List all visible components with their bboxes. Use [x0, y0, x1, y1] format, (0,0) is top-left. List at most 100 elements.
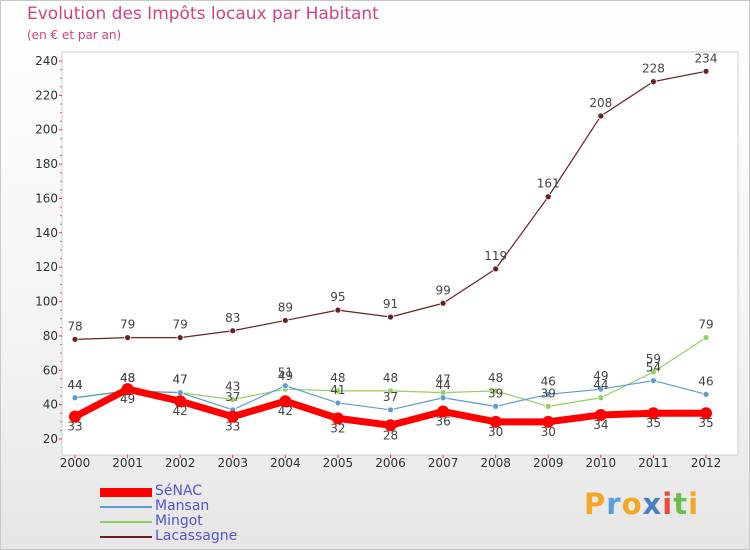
data-point-sénac: [594, 408, 607, 421]
data-point-sénac: [121, 383, 134, 396]
logo-letter: i: [662, 487, 674, 521]
data-point-mansan: [650, 377, 657, 384]
data-label-mingot: 43: [225, 379, 240, 393]
data-label-mingot: 59: [646, 352, 661, 366]
x-tick-label: 2006: [375, 456, 406, 470]
data-label-mansan: 54: [646, 361, 661, 375]
data-label-mansan: 46: [541, 374, 556, 388]
data-label-mingot: 79: [698, 318, 713, 332]
data-point-mansan: [702, 390, 710, 398]
data-label-lacassagne: 208: [589, 96, 612, 110]
data-label-sénac: 35: [646, 416, 661, 430]
data-label-mingot: 48: [120, 371, 135, 385]
legend-swatch: [100, 536, 152, 538]
data-point-lacassagne: [387, 313, 394, 321]
logo-letter: x: [642, 487, 663, 521]
data-label-sénac: 28: [383, 428, 398, 442]
data-point-mingot: [650, 368, 657, 376]
data-point-sénac: [542, 415, 555, 428]
data-label-lacassagne: 78: [67, 319, 82, 333]
x-tick-label: 2012: [691, 456, 722, 470]
x-tick-label: 2001: [112, 456, 143, 470]
data-label-mingot: 39: [541, 386, 556, 400]
data-point-lacassagne: [597, 112, 605, 120]
legend-label: Mingot: [155, 513, 203, 529]
data-label-mansan: 48: [120, 371, 135, 385]
data-point-sénac: [437, 405, 450, 418]
data-label-mingot: 48: [383, 371, 398, 385]
data-point-lacassagne: [71, 335, 79, 343]
data-label-mansan: 46: [698, 374, 713, 388]
x-tick-label: 2010: [586, 456, 617, 470]
data-label-mingot: 47: [435, 373, 450, 387]
y-tick-label: 240: [35, 54, 58, 68]
data-label-mansan: 37: [225, 390, 240, 404]
data-label-lacassagne: 91: [383, 297, 398, 311]
data-label-sénac: 34: [593, 418, 608, 432]
data-label-mingot: 47: [173, 373, 188, 387]
data-point-sénac: [331, 412, 344, 425]
data-point-lacassagne: [334, 306, 342, 314]
logo-letter: P: [584, 487, 607, 521]
y-tick-label: 80: [43, 329, 58, 343]
data-point-lacassagne: [492, 265, 500, 273]
data-label-lacassagne: 119: [484, 249, 507, 263]
data-point-mansan: [176, 389, 184, 397]
data-point-mansan: [597, 385, 605, 393]
x-tick-label: 2008: [480, 456, 511, 470]
data-label-mansan: 51: [278, 366, 293, 380]
data-point-sénac: [489, 415, 502, 428]
data-point-mansan: [387, 406, 394, 414]
data-point-sénac: [69, 410, 81, 423]
data-point-mansan: [281, 382, 289, 390]
data-label-lacassagne: 228: [642, 62, 665, 76]
y-tick-label: 220: [35, 88, 58, 102]
chart-subtitle: (en € et par an): [27, 28, 122, 42]
data-label-sénac: 32: [330, 421, 345, 435]
data-label-mansan: 47: [173, 373, 188, 387]
data-label-sénac: 33: [67, 420, 82, 434]
x-tick-label: 2004: [270, 456, 301, 470]
y-tick-label: 40: [43, 398, 58, 412]
y-tick-label: 140: [35, 226, 58, 240]
data-point-mingot: [492, 387, 500, 395]
data-label-sénac: 35: [698, 416, 713, 430]
data-point-mingot: [334, 387, 342, 395]
data-point-lacassagne: [281, 317, 289, 324]
data-label-lacassagne: 79: [120, 318, 135, 332]
data-label-sénac: 30: [488, 425, 503, 439]
y-tick-label: 160: [35, 191, 58, 205]
data-label-sénac: 36: [435, 415, 450, 429]
data-point-mingot: [544, 402, 552, 410]
data-point-mansan: [492, 402, 500, 410]
data-point-lacassagne: [702, 67, 710, 75]
data-point-mansan: [544, 390, 552, 398]
data-label-mansan: 41: [330, 383, 345, 397]
legend-swatch: [100, 506, 152, 508]
legend-label: Lacassagne: [155, 528, 238, 544]
data-label-mansan: 44: [435, 378, 450, 392]
data-point-sénac: [226, 410, 239, 423]
x-tick-label: 2009: [533, 456, 564, 470]
y-tick-label: 60: [43, 363, 58, 377]
logo-letter: r: [606, 487, 622, 521]
data-label-mingot: 49: [278, 369, 293, 383]
y-tick-label: 180: [35, 157, 58, 171]
y-tick-label: 200: [35, 123, 58, 137]
data-label-mingot: 44: [67, 378, 82, 392]
data-point-mansan: [71, 394, 79, 402]
data-point-sénac: [700, 407, 712, 420]
data-point-mansan: [334, 399, 342, 407]
data-label-sénac: 30: [541, 425, 556, 439]
data-point-mingot: [702, 334, 710, 342]
logo-letter: t: [673, 487, 689, 521]
data-point-lacassagne: [124, 334, 131, 342]
data-label-sénac: 33: [225, 420, 240, 434]
y-tick-label: 120: [35, 260, 58, 274]
data-label-lacassagne: 89: [278, 300, 293, 314]
legend-label: SéNAC: [155, 483, 203, 499]
data-label-mingot: 44: [593, 378, 608, 392]
data-point-mingot: [387, 387, 394, 395]
data-point-sénac: [384, 419, 397, 432]
